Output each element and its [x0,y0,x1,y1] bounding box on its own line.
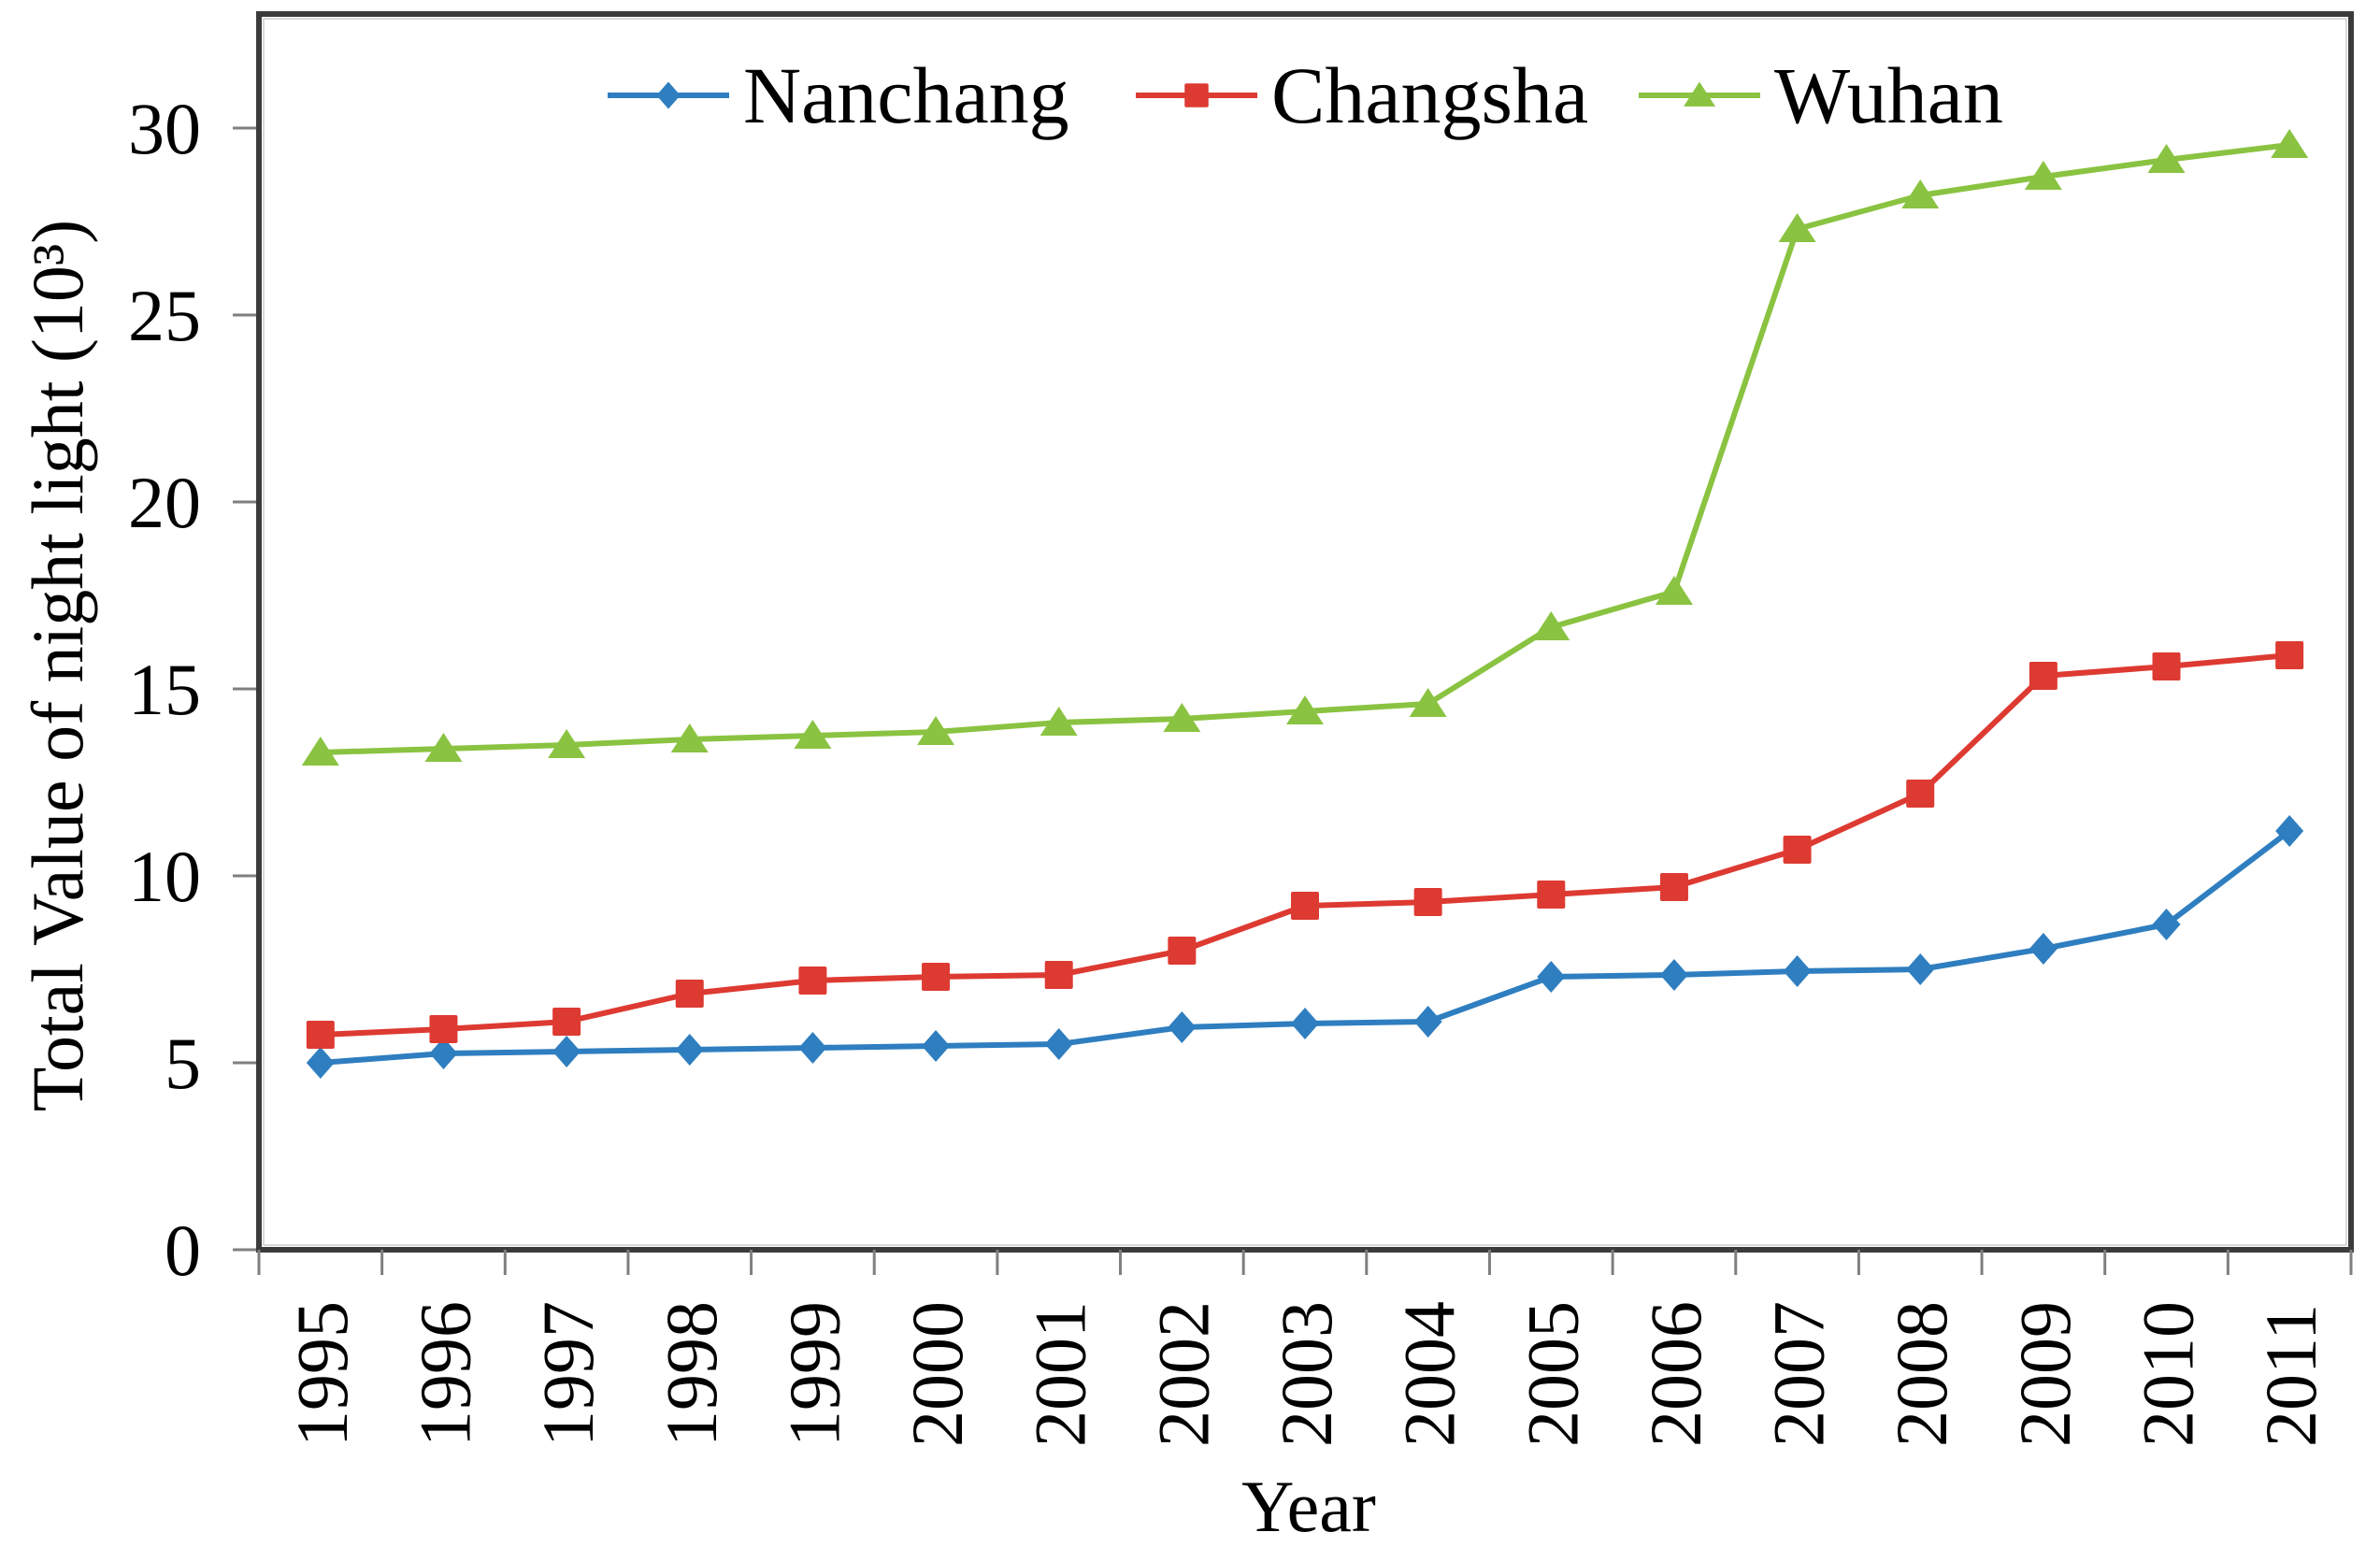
diamond-marker-icon [306,1047,335,1079]
x-tick-label: 2009 [2004,1301,2086,1447]
diamond-marker-icon [656,81,681,109]
x-tick-label: 2000 [896,1301,978,1447]
diamond-marker-icon [2275,815,2304,847]
square-marker-icon [429,1015,458,1043]
diamond-marker-icon [429,1038,458,1069]
y-tick-label: 20 [128,462,201,543]
changsha-legend-marker-icon [1136,83,1257,107]
triangle-marker-icon [1778,213,1816,242]
diamond-marker-icon [1537,961,1566,993]
x-tick-label: 2004 [1389,1301,1470,1447]
series-changsha [306,641,2304,1049]
x-tick-label: 1998 [651,1301,732,1447]
square-marker-icon [306,1021,335,1049]
triangle-marker-icon [794,720,832,749]
diamond-marker-icon [1044,1028,1073,1060]
square-marker-icon [675,980,704,1008]
square-marker-icon [798,967,827,995]
plot-frame-highlight [263,18,2347,1246]
triangle-marker-icon [301,737,339,766]
diamond-marker-icon [675,1034,704,1066]
square-marker-icon [1783,836,1812,864]
x-tick-label: 1997 [527,1301,609,1447]
x-tick-label: 2008 [1881,1301,1962,1447]
square-marker-icon [1168,937,1197,965]
wuhan-legend-marker-icon [1639,81,1760,107]
square-marker-icon [1184,83,1209,107]
diamond-marker-icon [1659,959,1688,991]
diamond-marker-icon [1413,1006,1442,1038]
nanchang-legend-marker-icon [608,81,729,109]
diamond-marker-icon [922,1030,951,1062]
x-tick-label: 2002 [1142,1301,1224,1447]
triangle-marker-icon [1163,703,1201,732]
square-marker-icon [2275,641,2304,669]
legend-label-nanchang: Nanchang [743,50,1069,140]
y-tick-label: 0 [165,1210,201,1291]
legend-item-nanchang: Nanchang [608,49,1069,142]
diamond-marker-icon [1291,1008,1319,1039]
x-tick-label: 2010 [2128,1301,2209,1447]
x-tick-label: 2001 [1020,1301,1101,1447]
x-tick-label: 1996 [404,1301,485,1447]
triangle-marker-icon [1039,707,1078,736]
y-axis-title: Total Value of night light (10³) [17,219,98,1112]
legend-item-changsha: Changsha [1136,49,1588,142]
square-marker-icon [1413,888,1442,916]
triangle-marker-icon [2271,129,2309,158]
y-tick-label: 15 [128,649,201,730]
diamond-marker-icon [2152,909,2181,940]
x-tick-label: 1995 [281,1301,363,1447]
y-tick-label: 5 [165,1023,201,1104]
square-marker-icon [1537,881,1566,909]
square-marker-icon [2152,652,2181,680]
diamond-marker-icon [1906,953,1935,985]
plot-frame [256,11,2354,1253]
x-tick-label: 2011 [2250,1304,2331,1447]
series-nanchang [306,815,2304,1079]
diamond-marker-icon [798,1032,827,1064]
y-tick-label: 25 [128,275,201,356]
square-marker-icon [1659,873,1688,901]
square-marker-icon [1291,892,1319,920]
y-axis-ticks: 0 5 10 15 20 25 30 [128,88,256,1291]
triangle-marker-icon [1901,179,1940,208]
triangle-marker-icon [917,716,955,745]
x-tick-label: 2005 [1512,1301,1593,1447]
diamond-marker-icon [1168,1011,1197,1043]
triangle-marker-icon [2024,161,2062,190]
triangle-marker-icon [670,723,709,752]
triangle-marker-icon [1532,611,1570,640]
x-axis-ticks: 1995 1996 1997 1998 1999 2000 2001 2002 2003 2004… [257,1250,2353,1447]
triangle-marker-icon [1409,688,1447,717]
x-tick-label: 2006 [1635,1301,1716,1447]
square-marker-icon [922,963,951,991]
triangle-marker-icon [548,729,586,758]
y-tick-label: 30 [128,88,201,169]
legend-item-wuhan: Wuhan [1639,49,2003,142]
x-tick-label: 2003 [1266,1301,1347,1447]
x-tick-label: 2007 [1758,1301,1840,1447]
series-wuhan [301,129,2309,766]
triangle-marker-icon [1684,81,1715,107]
diamond-marker-icon [1783,955,1812,987]
triangle-marker-icon [2147,144,2186,173]
triangle-marker-icon [424,733,463,762]
square-marker-icon [2029,662,2057,690]
triangle-marker-icon [1286,695,1324,724]
y-tick-label: 10 [128,836,201,917]
square-marker-icon [1906,780,1935,808]
legend-label-wuhan: Wuhan [1774,50,2003,140]
square-marker-icon [552,1008,581,1036]
square-marker-icon [1044,961,1073,989]
diamond-marker-icon [552,1036,581,1067]
x-axis-title: Year [1241,1466,1376,1547]
diamond-marker-icon [2029,933,2057,965]
x-tick-label: 1999 [773,1301,854,1447]
legend-label-changsha: Changsha [1271,50,1589,140]
triangle-marker-icon [1655,576,1693,605]
